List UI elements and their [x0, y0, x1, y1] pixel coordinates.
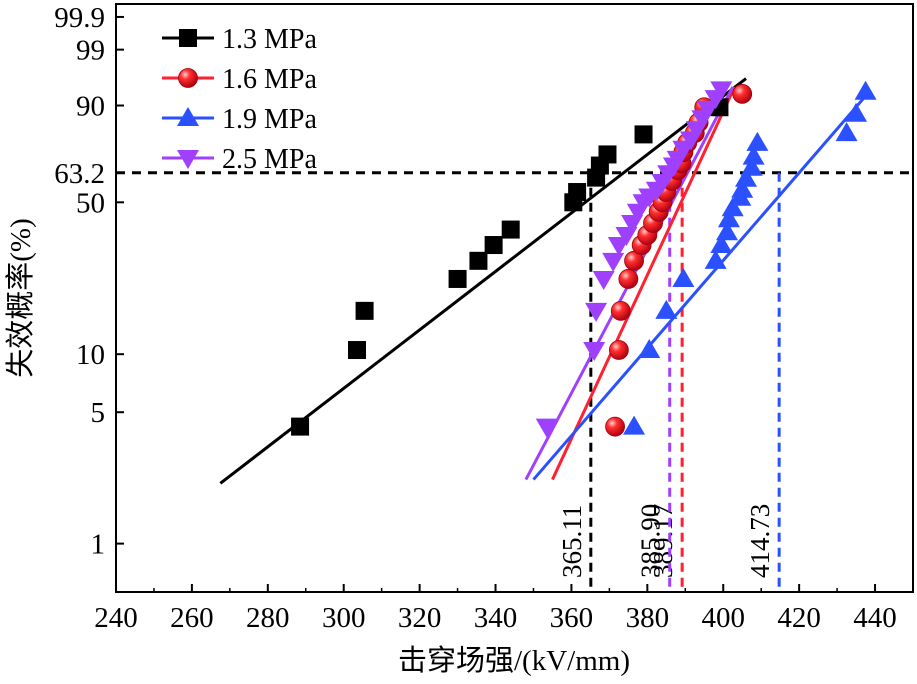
data-point — [535, 418, 558, 438]
data-point — [583, 342, 606, 362]
data-point — [568, 183, 587, 202]
y-tick-label: 90 — [76, 91, 105, 123]
fit-line — [219, 77, 747, 485]
data-point — [448, 269, 467, 288]
data-point — [732, 84, 753, 104]
data-point — [602, 252, 625, 272]
data-point — [618, 269, 639, 289]
x-tick-label: 400 — [701, 602, 745, 634]
data-point — [746, 131, 769, 151]
scale-parameter-label: 365.11 — [557, 505, 587, 578]
data-point — [854, 80, 877, 100]
x-tick-label: 440 — [853, 602, 897, 634]
scale-parameter-label: 414.73 — [745, 504, 775, 578]
legend-marker — [177, 107, 199, 126]
x-tick-label: 420 — [777, 602, 821, 634]
data-point — [717, 208, 740, 228]
data-point — [610, 300, 631, 321]
y-tick-label: 50 — [76, 187, 105, 219]
reference-lines: 365.11 389.17 414.73 385.90 — [116, 171, 913, 592]
legend-label: 1.3 MPa — [222, 24, 317, 55]
legend: 1.3 MPa 1.6 MPa 1.9 MPa 2.5 MPa — [162, 24, 317, 175]
data-points — [291, 80, 877, 438]
y-tick-label: 63.2 — [54, 158, 105, 190]
data-point — [598, 145, 617, 164]
scale-parameter-label: 385.90 — [636, 504, 666, 578]
data-point — [291, 417, 310, 436]
data-point — [697, 100, 720, 120]
data-point — [672, 267, 695, 287]
data-point — [605, 416, 625, 437]
data-point — [585, 302, 608, 322]
y-tick-label: 10 — [76, 339, 105, 371]
y-axis-title: 失效概率(%) — [4, 218, 37, 377]
data-point — [731, 178, 754, 198]
data-point — [704, 249, 727, 269]
data-point — [710, 234, 733, 254]
axes: 240 260 280 300 320 340 360 380 400 420 440 1 5 10 506… — [54, 2, 897, 634]
x-tick-label: 240 — [94, 602, 138, 634]
x-tick-label: 360 — [550, 602, 594, 634]
data-point — [623, 415, 646, 435]
x-tick-label: 320 — [398, 602, 442, 634]
legend-label: 1.9 MPa — [222, 104, 317, 135]
plot-frame — [115, 3, 914, 593]
scale-parameter-label: 389.17 — [648, 504, 678, 578]
data-point — [469, 251, 488, 270]
data-point — [592, 270, 615, 290]
legend-marker — [178, 68, 198, 88]
data-point — [845, 102, 868, 122]
data-point — [347, 341, 366, 360]
data-point — [716, 221, 739, 241]
data-point — [608, 340, 629, 360]
data-point — [484, 236, 503, 255]
x-tick-label: 280 — [246, 602, 290, 634]
data-point — [501, 220, 520, 239]
data-point — [735, 167, 758, 187]
legend-label: 2.5 MPa — [222, 144, 317, 175]
x-tick-label: 340 — [474, 602, 518, 634]
data-point — [740, 156, 763, 176]
y-tick-label: 99.9 — [54, 2, 105, 34]
x-tick-label: 260 — [170, 602, 214, 634]
x-axis-title: 击穿场强/(kV/mm) — [398, 644, 630, 677]
data-point — [710, 81, 733, 101]
data-point — [355, 301, 374, 320]
y-tick-label: 1 — [91, 529, 106, 561]
legend-marker — [177, 150, 199, 169]
legend-marker — [179, 29, 197, 47]
fit-line — [532, 90, 871, 481]
data-point — [835, 122, 858, 142]
data-point — [655, 299, 678, 319]
x-tick-label: 300 — [322, 602, 366, 634]
data-point — [721, 197, 744, 217]
y-tick-label: 99 — [76, 35, 105, 67]
legend-label: 1.6 MPa — [222, 64, 317, 95]
y-tick-label: 5 — [91, 397, 106, 429]
data-point — [634, 125, 653, 144]
data-point — [638, 339, 661, 359]
fit-line — [551, 86, 736, 481]
x-tick-label: 380 — [626, 602, 670, 634]
data-point — [742, 145, 765, 165]
